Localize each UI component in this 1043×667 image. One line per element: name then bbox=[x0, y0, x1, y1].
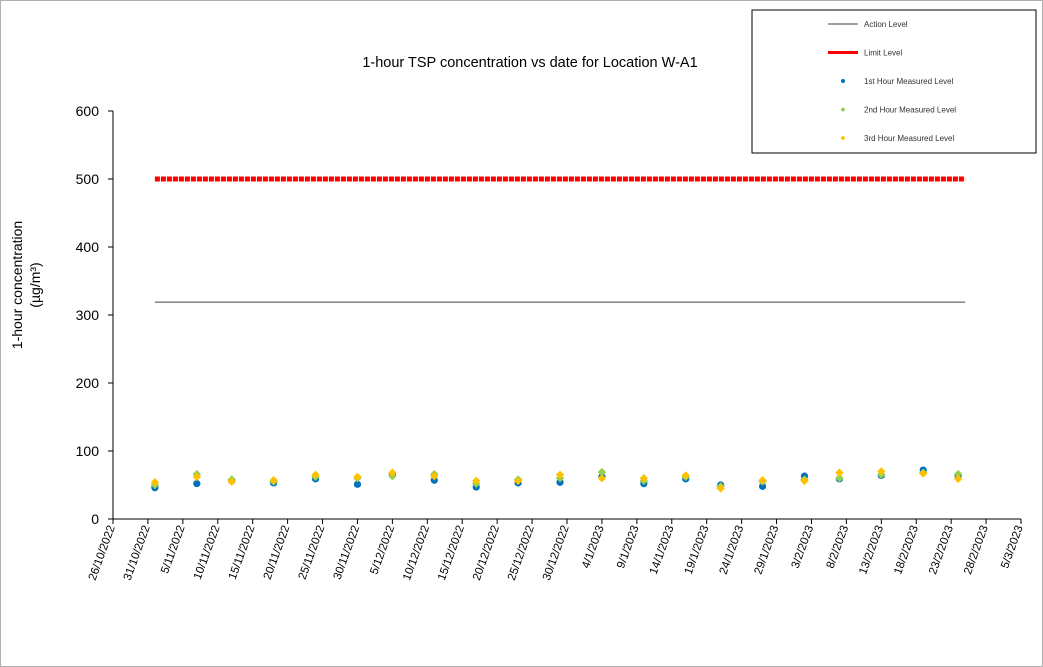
x-tick-label: 5/12/2022 bbox=[368, 524, 397, 576]
y-tick-label: 200 bbox=[76, 375, 100, 391]
series-3-point bbox=[192, 472, 202, 482]
x-tick-label: 25/11/2022 bbox=[297, 524, 328, 581]
x-tick-label: 10/12/2022 bbox=[401, 524, 432, 582]
x-tick-label: 5/3/2023 bbox=[999, 524, 1026, 570]
series-3-point bbox=[311, 470, 320, 479]
y-tick-label: 500 bbox=[76, 171, 100, 187]
series-3-point bbox=[800, 476, 809, 486]
legend-label: 3rd Hour Measured Level bbox=[864, 134, 954, 143]
series-3-point bbox=[758, 476, 767, 485]
x-tick-label: 31/10/2022 bbox=[122, 524, 153, 582]
y-tick-label: 600 bbox=[76, 103, 100, 119]
series-3-point bbox=[953, 474, 963, 484]
series-3-point bbox=[227, 477, 236, 486]
series-1-point bbox=[193, 480, 201, 488]
x-tick-label: 13/2/2023 bbox=[857, 524, 886, 576]
y-tick-label: 300 bbox=[76, 307, 100, 323]
y-tick-label: 0 bbox=[91, 511, 99, 527]
x-tick-label: 10/11/2022 bbox=[192, 524, 223, 581]
series-3-point bbox=[430, 471, 439, 481]
legend: Action Level Limit Level 1st Hour Measured… bbox=[751, 9, 1037, 154]
series-2-point bbox=[835, 474, 844, 483]
series-3-point bbox=[639, 474, 649, 483]
x-tick-label: 15/11/2022 bbox=[227, 524, 258, 581]
x-tick-label: 30/12/2022 bbox=[541, 524, 572, 582]
x-tick-label: 20/12/2022 bbox=[471, 524, 502, 582]
series-3-point bbox=[150, 478, 160, 487]
x-tick-label: 26/10/2022 bbox=[87, 524, 118, 582]
series-1-point bbox=[353, 480, 362, 488]
series-3-point bbox=[681, 471, 690, 480]
series-3-point bbox=[597, 474, 607, 483]
y-axis-label-line2: (µg/m³) bbox=[27, 262, 43, 307]
legend-box bbox=[751, 9, 1037, 154]
y-axis-label: 1-hour concentration (µg/m³) bbox=[9, 221, 43, 349]
x-tick-label: 18/2/2023 bbox=[892, 524, 921, 576]
series-1-point bbox=[758, 482, 767, 490]
legend-swatch-marker bbox=[840, 107, 846, 112]
x-tick-label: 20/11/2022 bbox=[262, 524, 293, 581]
legend-label: Limit Level bbox=[864, 49, 902, 58]
series-2-point bbox=[953, 469, 963, 479]
legend-label: Action Level bbox=[864, 20, 908, 29]
x-tick-label: 14/1/2023 bbox=[648, 524, 677, 576]
x-tick-label: 19/1/2023 bbox=[683, 524, 712, 576]
y-tick-label: 100 bbox=[76, 443, 100, 459]
x-tick-label: 5/11/2022 bbox=[159, 524, 187, 575]
x-tick-label: 8/2/2023 bbox=[825, 524, 852, 570]
series-2-point bbox=[597, 467, 607, 477]
x-tick-label: 24/1/2023 bbox=[718, 524, 747, 576]
series-3-point bbox=[269, 476, 278, 485]
legend-label: 2nd Hour Measured Level bbox=[864, 106, 956, 115]
series-3-point bbox=[555, 470, 565, 479]
x-tick-label: 29/1/2023 bbox=[753, 524, 782, 576]
x-tick-label: 23/2/2023 bbox=[927, 524, 956, 576]
y-tick-label: 400 bbox=[76, 239, 100, 255]
series-3-point bbox=[835, 468, 844, 477]
y-axis-label-line1: 1-hour concentration bbox=[9, 221, 25, 349]
legend-label: 1st Hour Measured Level bbox=[864, 77, 954, 86]
legend-swatch-marker bbox=[840, 135, 846, 141]
chart-title: 1-hour TSP concentration vs date for Loc… bbox=[362, 55, 697, 71]
x-tick-label: 9/1/2023 bbox=[615, 524, 642, 570]
series-3-point bbox=[388, 468, 397, 477]
x-tick-label: 28/2/2023 bbox=[962, 524, 991, 576]
x-tick-label: 4/1/2023 bbox=[580, 524, 607, 570]
x-tick-label: 25/12/2022 bbox=[506, 524, 537, 582]
legend-swatch-marker bbox=[841, 79, 845, 83]
series-3-point bbox=[877, 467, 886, 476]
series-3-point bbox=[716, 484, 725, 493]
x-tick-label: 3/2/2023 bbox=[790, 524, 817, 570]
series-3-point bbox=[353, 472, 362, 482]
series-3-point bbox=[513, 476, 523, 486]
series-3-point bbox=[472, 476, 481, 486]
series-3-point bbox=[919, 469, 928, 478]
x-tick-label: 15/12/2022 bbox=[436, 524, 467, 582]
x-tick-label: 30/11/2022 bbox=[332, 524, 363, 581]
